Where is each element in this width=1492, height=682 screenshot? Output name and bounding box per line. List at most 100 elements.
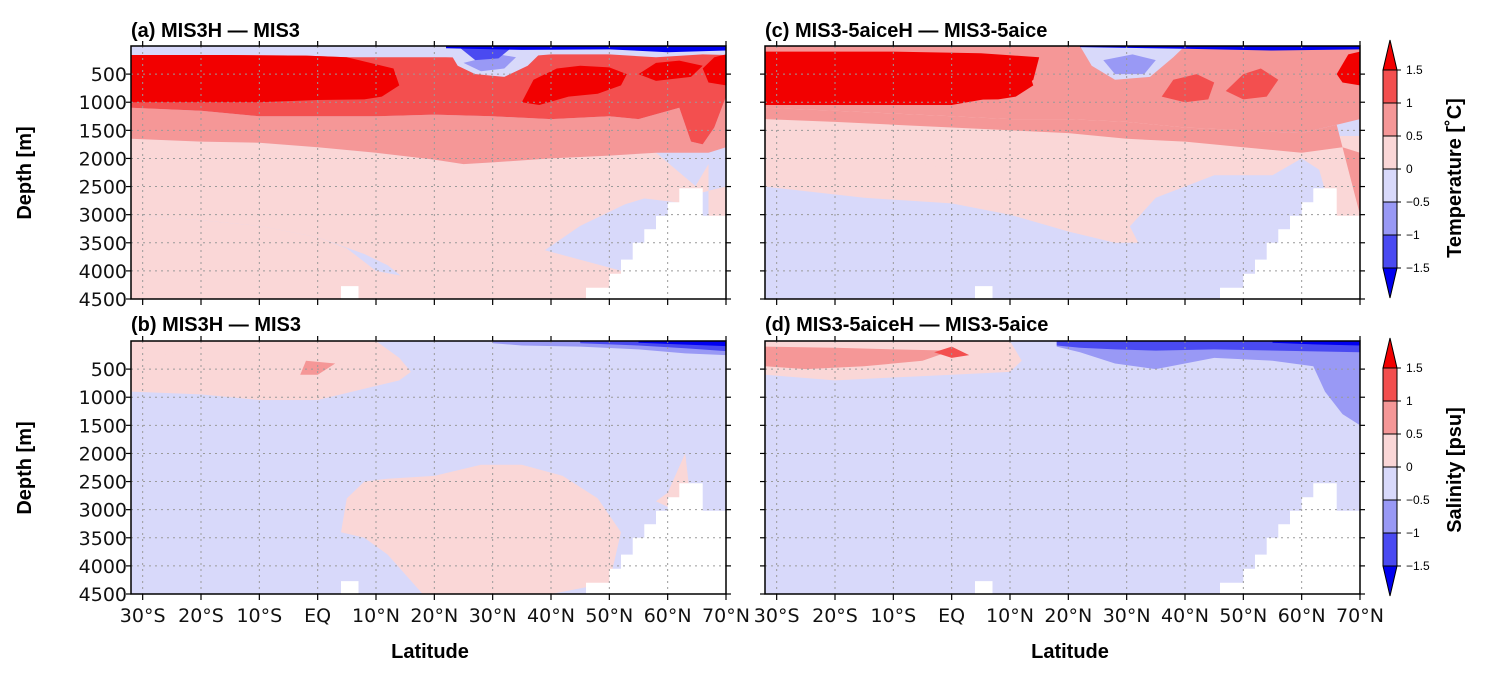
panel-title-d: (d) MIS3-5aiceH — MIS3-5aice — [765, 314, 1048, 336]
x-tick-label: 40°N — [1161, 605, 1209, 627]
panel-d-background — [765, 341, 1360, 594]
colorbar-tick-label: 1 — [1406, 394, 1413, 408]
x-tick-label: EQ — [304, 605, 331, 627]
temp-c-pos1 — [765, 107, 1360, 215]
colorbar-tick-label: −1 — [1406, 228, 1420, 242]
y-tick-label: 3000 — [79, 500, 127, 522]
temp-a-core-north3 — [702, 54, 726, 86]
y-tick-label: 2000 — [79, 148, 127, 170]
temp-a-pos0 — [131, 138, 726, 280]
sal-d-upper-pos1 — [765, 346, 952, 370]
x-tick-label: 30°N — [1103, 605, 1151, 627]
y-tick-label: 1000 — [79, 92, 127, 114]
colorbar-tick-label: 1.5 — [1406, 361, 1423, 375]
y-tick-label: 3500 — [79, 233, 127, 255]
colorbar-tick-label: −1.5 — [1406, 559, 1430, 573]
x-tick-label: 10°S — [870, 605, 916, 627]
colorbar-segment — [1382, 69, 1398, 104]
x-tick-label: 30°S — [120, 605, 166, 627]
y-tick-label: 4000 — [79, 261, 127, 283]
x-tick-label: 30°S — [754, 605, 800, 627]
x-tick-label: 70°N — [702, 605, 750, 627]
y-tick-label: 500 — [91, 64, 127, 86]
colorbar-tick-label: 0 — [1406, 162, 1413, 176]
colorbar-tick-label: 1 — [1406, 96, 1413, 110]
temp-c-lens — [765, 147, 1139, 243]
panel-title-b: (b) MIS3H — MIS3 — [131, 314, 301, 336]
panel-a-frame — [130, 45, 727, 300]
panel-title-c: (c) MIS3-5aiceH — MIS3-5aice — [765, 20, 1047, 42]
colorbar-tick-label: −1.5 — [1406, 261, 1430, 275]
panel-d-contours — [765, 341, 1360, 594]
y-tick-label: 4000 — [79, 556, 127, 578]
x-tick-label: 70°N — [1336, 605, 1384, 627]
colorbar-tick-label: 0.5 — [1406, 129, 1423, 143]
colorbar-segment — [1382, 201, 1398, 236]
x-tick-label: 50°N — [1219, 605, 1267, 627]
panel-d-land-small — [975, 581, 993, 594]
x-tick-label: 20°N — [1044, 605, 1092, 627]
x-tick-label: 40°N — [527, 605, 575, 627]
colorbar-segment — [1382, 234, 1398, 269]
colorbar-salinity: 1.5 1 0.5 0 −0.5 −1 −1.5 — [1382, 337, 1430, 597]
colorbar-segment — [1382, 367, 1398, 402]
temp-c-core-west2 — [765, 51, 1040, 105]
panel-b-contours — [131, 341, 726, 594]
temp-a-cool-surface — [457, 46, 516, 61]
colorbar-tick-label: 0.5 — [1406, 427, 1423, 441]
panel-b-frame — [130, 340, 727, 595]
x-tick-label: 10°N — [986, 605, 1034, 627]
temp-a-pos1 — [131, 96, 726, 165]
sal-b-surface-neg3 — [638, 341, 726, 347]
y-tick-label: 2000 — [79, 443, 127, 465]
colorbar-segment — [1382, 168, 1398, 203]
panel-c-land-small — [975, 286, 993, 299]
x-axis-label-right: Latitude — [1031, 641, 1109, 663]
colorbar-tick-label: −0.5 — [1406, 195, 1430, 209]
colorbar-segment — [1382, 102, 1398, 137]
sal-b-nw — [131, 341, 260, 363]
y-tick-label: 2500 — [79, 177, 127, 199]
colorbar-temperature-label: Temperature [˚C] — [1443, 98, 1466, 258]
colorbar-segment — [1382, 400, 1398, 435]
temp-c-cool-core — [1103, 54, 1156, 75]
colorbar-arrow-top — [1382, 39, 1398, 71]
sal-d-surface-neg1 — [1056, 341, 1360, 426]
temp-c-patch2 — [1225, 68, 1279, 100]
x-tick-label: 20°S — [812, 605, 858, 627]
panel-d-frame — [764, 340, 1361, 595]
colorbar-segment — [1382, 499, 1398, 534]
temp-c-surface — [1080, 46, 1360, 51]
temp-c-patch1 — [1161, 74, 1215, 103]
colorbar-tick-label: 1.5 — [1406, 63, 1423, 77]
colorbar-arrow-top — [1382, 337, 1398, 369]
y-tick-label: 4500 — [79, 584, 127, 606]
y-axis-label-top: Depth [m] — [14, 126, 36, 219]
x-tick-label: 10°N — [352, 605, 400, 627]
colorbar-tick-label: −0.5 — [1406, 493, 1430, 507]
x-tick-label: 10°S — [236, 605, 282, 627]
panel-c-frame — [764, 45, 1361, 300]
y-tick-label: 1500 — [79, 415, 127, 437]
x-tick-label: 20°N — [410, 605, 458, 627]
x-tick-label: 60°N — [644, 605, 692, 627]
sal-d-surface-neg3 — [1272, 341, 1360, 346]
x-tick-label: 20°S — [178, 605, 224, 627]
sal-d-surface-neg2 — [1056, 341, 1360, 353]
y-tick-label: 2500 — [79, 472, 127, 494]
sal-b-upper-pos1 — [300, 360, 336, 375]
y-tick-label: 3000 — [79, 205, 127, 227]
colorbar-temperature: 1.5 1 0.5 0 −0.5 −1 −1.5 — [1382, 39, 1430, 299]
colorbar-segment — [1382, 135, 1398, 170]
colorbar-segment — [1382, 466, 1398, 501]
colorbar-salinity-label: Salinity [psu] — [1444, 407, 1466, 533]
temp-a-cool-core — [463, 54, 516, 72]
colorbar-arrow-bottom — [1382, 267, 1398, 299]
colorbar-segment — [1382, 532, 1398, 567]
x-tick-label: 30°N — [469, 605, 517, 627]
axes: 500 1000 1500 2000 2500 3000 3500 4000 4500 500 10… — [79, 41, 1384, 627]
x-tick-label: 50°N — [585, 605, 633, 627]
y-tick-label: 500 — [91, 359, 127, 381]
panel-a-land-small — [341, 286, 359, 299]
